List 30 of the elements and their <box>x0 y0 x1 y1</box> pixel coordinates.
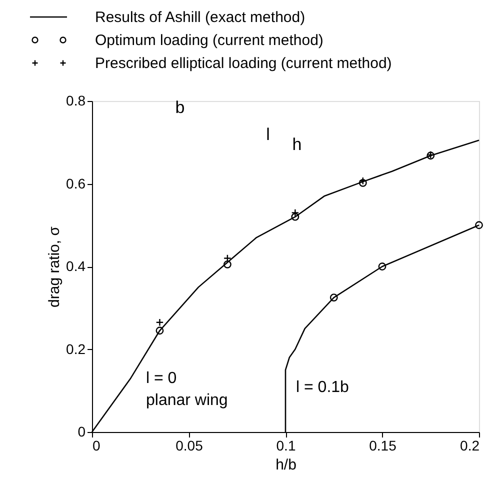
x-tick-label: 0.1 <box>276 438 296 454</box>
x-tick-label: 0.15 <box>369 438 397 454</box>
y-tick-label: 0.6 <box>66 175 86 192</box>
point <box>223 254 232 262</box>
x-axis-title: h/b <box>276 456 296 474</box>
point <box>475 221 483 230</box>
point <box>156 326 164 335</box>
legend-label: Optimum loading (current method) <box>95 32 324 49</box>
legend-label: Results of Ashill (exact method) <box>95 9 306 26</box>
annotation: l = 0 planar wing <box>146 370 228 409</box>
point <box>156 318 164 326</box>
y-tick-label: 0.4 <box>66 258 86 274</box>
annotation: b <box>175 98 185 117</box>
x-tick-label: 0.2 <box>460 438 480 454</box>
point <box>291 208 300 217</box>
x-tick-label: 0 <box>92 438 100 454</box>
y-tick-label: 0.8 <box>66 92 86 108</box>
point <box>330 294 338 302</box>
annotation: l = 0.1b <box>296 379 350 396</box>
y-tick-label: 0 <box>78 424 86 440</box>
annotation: h <box>292 135 302 154</box>
annotation: l <box>266 125 270 144</box>
y-axis-title: drag ratio, σ <box>46 226 64 308</box>
x-tick-label: 0.05 <box>176 438 204 454</box>
point <box>358 178 367 187</box>
point <box>378 262 386 270</box>
point <box>291 212 300 221</box>
point <box>223 260 232 268</box>
y-tick-label: 0.2 <box>66 340 86 357</box>
legend-label: Prescribed elliptical loading (current method) <box>95 55 392 72</box>
